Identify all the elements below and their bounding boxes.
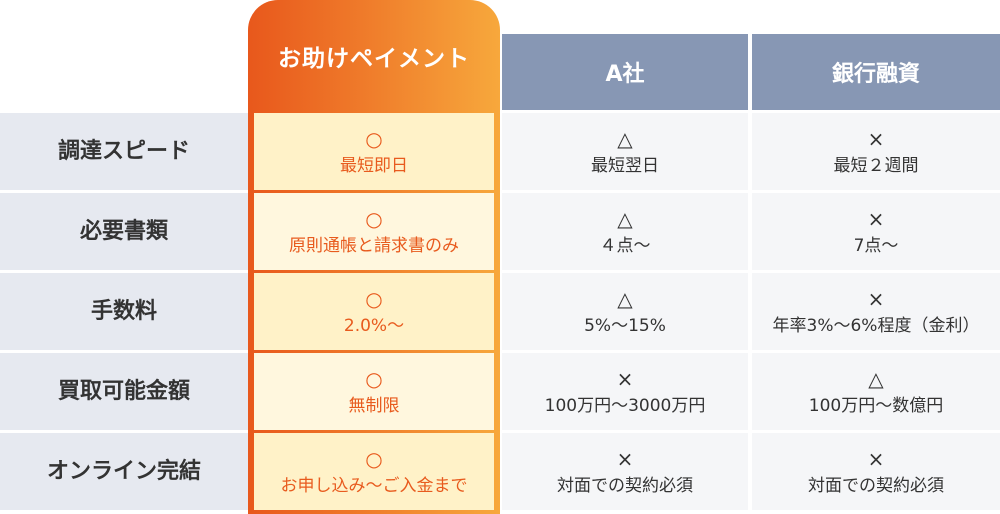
- header-highlight: お助けペイメント: [278, 46, 470, 72]
- cell-text: ４点～: [599, 235, 651, 256]
- cell-text: 年率3%～6%程度（金利）: [772, 315, 980, 336]
- rating-mark: ×: [616, 366, 634, 391]
- rating-mark: ×: [867, 206, 885, 231]
- col-a-cell: △ 最短翌日: [502, 113, 748, 190]
- cell-text: 対面での契約必須: [808, 475, 944, 496]
- header-col-a: A社: [502, 34, 748, 110]
- rating-mark: ○: [365, 446, 383, 471]
- col-a-cell: × 100万円～3000万円: [502, 353, 748, 430]
- cell-text: 無制限: [348, 395, 400, 416]
- rating-mark: ×: [867, 286, 885, 311]
- col-b-cell: × 最短２週間: [752, 113, 1000, 190]
- rating-mark: ○: [365, 286, 383, 311]
- highlight-cell: ○ 最短即日: [254, 113, 494, 190]
- cell-text: お申し込み～ご入金まで: [280, 475, 468, 496]
- rating-mark: ×: [867, 126, 885, 151]
- col-b-cell: △ 100万円～数億円: [752, 353, 1000, 430]
- cell-text: 100万円～3000万円: [544, 395, 706, 416]
- highlight-cell: ○ 2.0%～: [254, 273, 494, 350]
- rating-mark: ×: [616, 446, 634, 471]
- cell-text: 2.0%～: [343, 315, 405, 336]
- rating-mark: ○: [365, 206, 383, 231]
- col-a-cell: △ 5%～15%: [502, 273, 748, 350]
- cell-text: 最短即日: [340, 155, 408, 176]
- row-label: 買取可能金額: [0, 353, 248, 430]
- rating-mark: ○: [365, 366, 383, 391]
- rating-mark: △: [617, 126, 633, 151]
- cell-text: 7点～: [853, 235, 899, 256]
- highlight-cell: ○ 無制限: [254, 353, 494, 430]
- col-b-cell: × 年率3%～6%程度（金利）: [752, 273, 1000, 350]
- highlight-cell: ○ お申し込み～ご入金まで: [254, 433, 494, 510]
- cell-text: 原則通帳と請求書のみ: [289, 235, 459, 256]
- row-label: オンライン完結: [0, 433, 248, 510]
- row-label: 必要書類: [0, 193, 248, 270]
- rating-mark: △: [868, 366, 884, 391]
- rating-mark: ○: [365, 126, 383, 151]
- col-a-cell: △ ４点～: [502, 193, 748, 270]
- col-a-cell: × 対面での契約必須: [502, 433, 748, 510]
- highlight-cell: ○ 原則通帳と請求書のみ: [254, 193, 494, 270]
- col-b-cell: × 対面での契約必須: [752, 433, 1000, 510]
- rating-mark: △: [617, 206, 633, 231]
- rating-mark: △: [617, 286, 633, 311]
- col-b-cell: × 7点～: [752, 193, 1000, 270]
- cell-text: 100万円～数億円: [808, 395, 944, 416]
- rating-mark: ×: [867, 446, 885, 471]
- cell-text: 5%～15%: [584, 315, 666, 336]
- cell-text: 対面での契約必須: [557, 475, 693, 496]
- row-label: 調達スピード: [0, 113, 248, 190]
- row-label: 手数料: [0, 273, 248, 350]
- cell-text: 最短２週間: [833, 155, 919, 176]
- header-col-b: 銀行融資: [752, 34, 1000, 110]
- cell-text: 最短翌日: [591, 155, 659, 176]
